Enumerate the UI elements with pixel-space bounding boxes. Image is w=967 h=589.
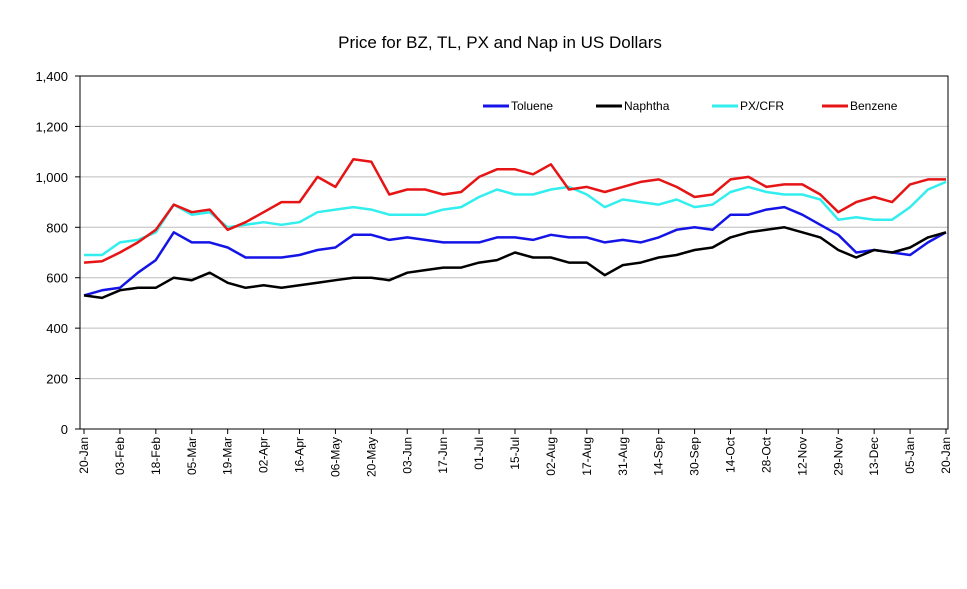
y-tick-label: 200 [46, 372, 68, 387]
x-tick-label: 16-Apr [293, 437, 307, 473]
chart-title: Price for BZ, TL, PX and Nap in US Dolla… [338, 33, 662, 52]
x-tick-label: 17-Jun [436, 437, 450, 474]
y-tick-label: 600 [46, 271, 68, 286]
legend-label: Benzene [850, 99, 898, 113]
x-tick-label: 03-Feb [113, 437, 127, 475]
x-tick-label: 14-Oct [724, 436, 738, 473]
x-tick-label: 28-Oct [759, 436, 773, 473]
series-line [84, 180, 947, 257]
x-tick-label: 05-Mar [185, 437, 199, 475]
x-tick-label: 12-Nov [795, 437, 809, 476]
legend-label: PX/CFR [740, 99, 784, 113]
x-tick-label: 19-Mar [221, 437, 235, 475]
x-tick-label: 01-Jul [472, 437, 486, 470]
x-tick-label: 30-Sep [688, 437, 702, 476]
x-tick-label: 02-Aug [544, 437, 558, 476]
x-tick-label: 05-Jan [903, 437, 917, 474]
x-tick-label: 02-Apr [257, 437, 271, 473]
plot-frame [79, 75, 949, 430]
y-tick-label: 0 [61, 422, 68, 437]
x-tick-label: 20-Jan [939, 437, 953, 474]
x-tick-label: 20-May [364, 437, 378, 477]
x-tick-label: 06-May [328, 437, 342, 477]
x-tick-label: 29-Nov [831, 437, 845, 476]
x-tick-label: 14-Sep [652, 437, 666, 476]
y-tick-label: 1,400 [35, 69, 68, 84]
y-tick-label: 400 [46, 321, 68, 336]
legend-label: Naphtha [624, 99, 670, 113]
series-line [83, 226, 947, 300]
x-tick-label: 03-Jun [400, 437, 414, 474]
x-tick-label: 18-Feb [149, 437, 163, 475]
series-line [83, 157, 946, 264]
x-tick-label: 20-Jan [77, 437, 91, 474]
x-tick-label: 31-Aug [616, 437, 630, 476]
y-tick-label: 800 [46, 220, 68, 235]
legend-label: Toluene [511, 99, 553, 113]
x-tick-label: 13-Dec [867, 437, 881, 476]
y-tick-label: 1,200 [35, 119, 68, 134]
series-line [83, 205, 947, 297]
x-tick-label: 15-Jul [508, 437, 522, 470]
y-tick-label: 1,000 [35, 170, 68, 185]
x-tick-label: 17-Aug [580, 437, 594, 476]
